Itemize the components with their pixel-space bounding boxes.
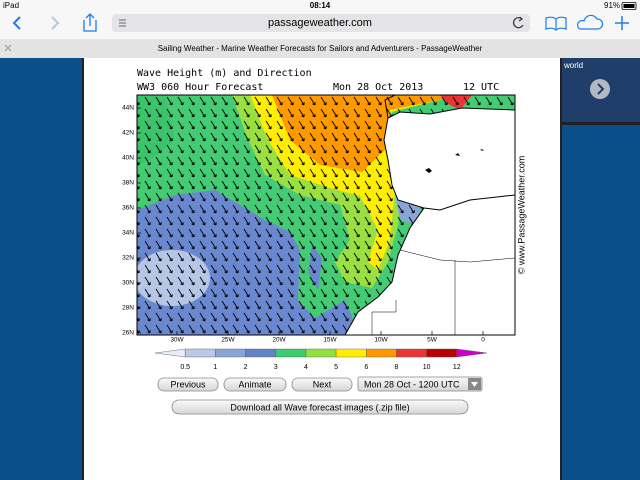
legend-swatch (305, 348, 337, 358)
next-label[interactable]: Next (313, 379, 332, 389)
lon-label: 20W (272, 337, 286, 344)
legend-label: 0.5 (180, 364, 190, 371)
coastline (384, 95, 515, 211)
watermark: © www.PassageWeather.com (516, 156, 526, 275)
next-arrow-circle[interactable] (590, 79, 610, 99)
lon-label: 0 (481, 337, 485, 344)
map-time: 12 UTC (463, 82, 499, 93)
legend-swatch (396, 348, 427, 358)
map-plot (137, 95, 515, 335)
lat-label: 32N (122, 255, 134, 262)
legend-label: 10 (423, 364, 431, 371)
lon-label: 5W (427, 337, 438, 344)
land (344, 107, 515, 335)
tab-bar (0, 39, 640, 58)
reload-button[interactable] (513, 16, 524, 29)
lat-label: 26N (122, 330, 134, 337)
clock: 08:14 (310, 1, 331, 10)
column-border (82, 58, 84, 480)
download-label[interactable]: Download all Wave forecast images (.zip … (230, 402, 409, 412)
legend-label: 6 (364, 364, 368, 371)
lat-labels: 44N 42N 40N 38N 36N 34N 32N 30N 28N 26N (122, 105, 141, 337)
date-select-label[interactable]: Mon 28 Oct - 1200 UTC (364, 379, 460, 389)
lat-label: 42N (122, 130, 134, 137)
map-title: Wave Height (m) and Direction (137, 68, 312, 79)
icloud-tabs-button[interactable] (576, 14, 604, 30)
lat-label: 28N (122, 305, 134, 312)
lon-label: 10W (374, 337, 388, 344)
next-arrow (597, 83, 605, 95)
reader-icon[interactable] (119, 19, 126, 27)
lat-label: 36N (122, 205, 134, 212)
new-tab-button[interactable] (615, 16, 629, 30)
previous-button[interactable] (157, 377, 219, 392)
battery-icon (621, 2, 637, 10)
url-field[interactable] (112, 14, 530, 32)
column-border (560, 58, 562, 480)
share-button[interactable] (83, 13, 97, 32)
url[interactable]: passageweather.com (268, 17, 372, 29)
side-separator (562, 122, 640, 125)
lat-label: 34N (122, 230, 134, 237)
legend-swatch (456, 348, 488, 358)
forward-button[interactable] (51, 16, 60, 30)
device: iPad (3, 1, 19, 10)
legend-label: 4 (304, 364, 308, 371)
lon-label: 15W (323, 337, 337, 344)
tab-close[interactable] (4, 44, 12, 52)
bookmarks-button[interactable] (545, 16, 567, 31)
legend-swatch (335, 348, 367, 358)
battery-level (623, 4, 635, 8)
tab-title[interactable]: Sailing Weather - Marine Weather Forecas… (158, 44, 483, 53)
map-frame (136, 94, 516, 336)
date-select[interactable] (357, 376, 483, 392)
battery-text: 91% (604, 1, 620, 10)
lat-label: 44N (122, 105, 134, 112)
animate-button[interactable] (223, 377, 287, 392)
lon-labels: 30W 25W 20W 15W 10W 5W 0 (170, 331, 485, 344)
legend-label: 8 (395, 364, 399, 371)
map-date: Mon 28 Oct 2013 (333, 82, 423, 93)
lon-label: 30W (170, 337, 184, 344)
animate-label[interactable]: Animate (238, 379, 271, 389)
legend-swatch (426, 348, 458, 358)
lat-label: 38N (122, 180, 134, 187)
lon-label: 25W (221, 337, 235, 344)
map-subtitle: WW3 060 Hour Forecast (137, 82, 263, 93)
legend-label: 3 (274, 364, 278, 371)
legend-swatch (245, 348, 276, 358)
legend-swatch (366, 348, 397, 358)
legend-label: 12 (453, 364, 461, 371)
legend-label: 5 (334, 364, 338, 371)
lat-label: 40N (122, 155, 134, 162)
legend-swatch (275, 348, 307, 358)
legend-label: 1 (213, 364, 217, 371)
select-arrow (471, 382, 478, 387)
islands (425, 149, 484, 173)
legend-swatch (215, 348, 246, 358)
previous-label[interactable]: Previous (170, 379, 206, 389)
legend-swatch (184, 348, 216, 358)
lat-label: 30N (122, 280, 134, 287)
legend-label: 2 (244, 364, 248, 371)
side-panel-label: world (563, 61, 583, 70)
next-button[interactable] (291, 377, 353, 392)
download-button[interactable] (171, 399, 469, 415)
borders (371, 249, 515, 335)
back-button[interactable] (12, 16, 21, 30)
legend: 0.5 1 2 3 4 5 6 8 10 12 (154, 348, 488, 371)
